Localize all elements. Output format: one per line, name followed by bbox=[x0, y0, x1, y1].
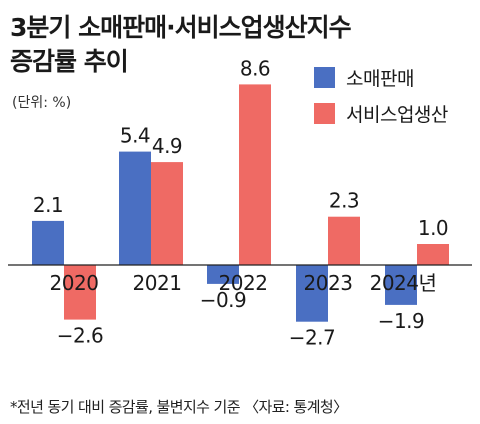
bar-retail-4 bbox=[385, 265, 417, 305]
value-label-service-0: −2.6 bbox=[57, 324, 104, 348]
legend-label-service: 서비스업생산 bbox=[346, 104, 448, 126]
bar-retail-2 bbox=[207, 265, 239, 284]
chart-title-line1: 3분기 소매판매·서비스업생산지수 bbox=[10, 13, 352, 42]
chart-title-line2: 증감률 추이 bbox=[10, 47, 129, 76]
legend-swatch-retail bbox=[314, 67, 335, 88]
bar-retail-0 bbox=[32, 220, 64, 265]
unit-label: (단위: %) bbox=[12, 95, 72, 111]
value-label-service-1: 4.9 bbox=[152, 134, 182, 158]
footnote: *전년 동기 대비 증감률, 불변지수 기준 〈자료: 통계청〉 bbox=[10, 398, 348, 416]
value-label-retail-2: −0.9 bbox=[200, 288, 247, 312]
value-label-retail-1: 5.4 bbox=[120, 124, 150, 148]
value-label-retail-3: −2.7 bbox=[289, 326, 336, 350]
x-tick-label-3: 2023 bbox=[304, 271, 353, 295]
bar-service-3 bbox=[328, 216, 360, 265]
x-tick-label-2: 2022 bbox=[219, 271, 268, 295]
bar-service-4 bbox=[417, 244, 449, 265]
value-label-service-2: 8.6 bbox=[240, 56, 270, 80]
legend-swatch-service bbox=[314, 103, 335, 124]
legend-item-service: 서비스업생산 bbox=[314, 100, 448, 127]
x-tick-label-0: 2020 bbox=[50, 271, 99, 295]
bar-service-1 bbox=[151, 162, 183, 265]
bar-service-2 bbox=[239, 84, 271, 266]
legend-item-retail: 소매판매 bbox=[314, 64, 414, 91]
bar-retail-1 bbox=[119, 151, 151, 265]
value-label-retail-4: −1.9 bbox=[378, 309, 425, 333]
bar-retail-3 bbox=[296, 265, 328, 322]
legend-label-retail: 소매판매 bbox=[346, 68, 414, 90]
value-label-service-3: 2.3 bbox=[329, 189, 359, 213]
value-label-retail-0: 2.1 bbox=[33, 193, 63, 217]
value-label-service-4: 1.0 bbox=[418, 216, 448, 240]
bar-service-0 bbox=[64, 265, 96, 320]
x-tick-label-1: 2021 bbox=[133, 271, 182, 295]
x-tick-label-4: 2024년 bbox=[370, 271, 437, 295]
